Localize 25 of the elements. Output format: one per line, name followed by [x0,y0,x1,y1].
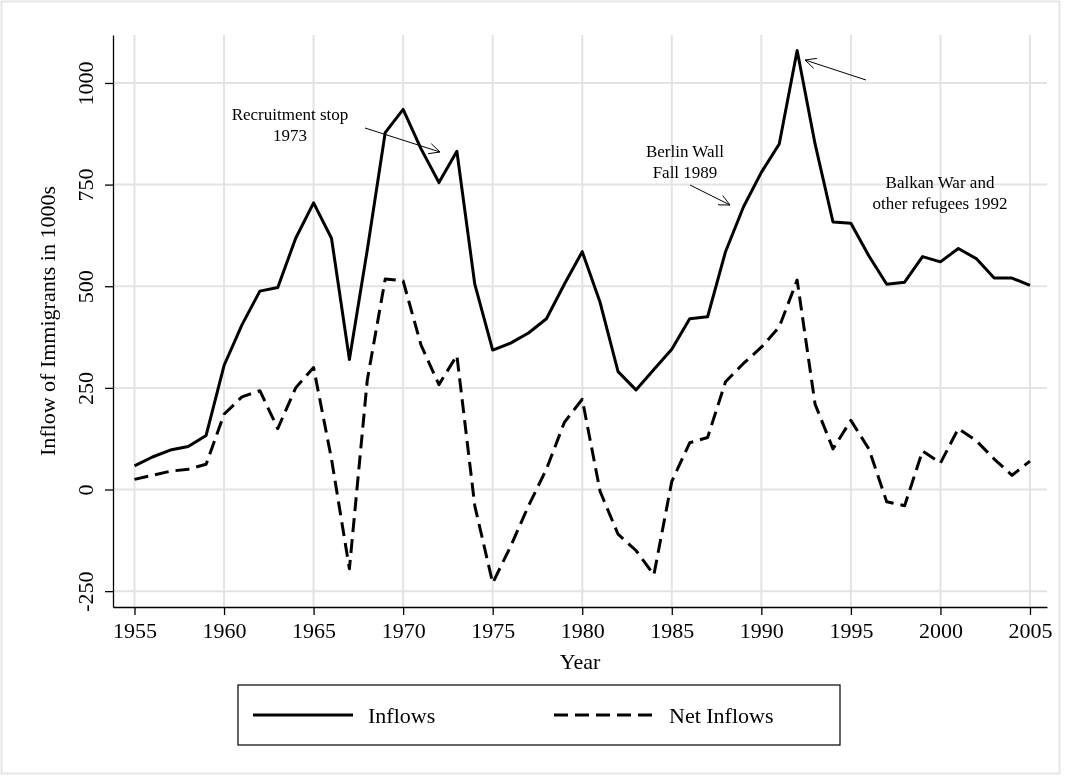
y-tick-label: 0 [73,484,98,496]
y-tick-label: 500 [73,270,98,304]
x-tick-label: 1965 [292,617,337,643]
annotation: Berlin Wall Fall 1989 [645,142,725,182]
x-tick-label: 1990 [739,617,784,643]
x-axis-title: Year [559,649,601,674]
x-tick-label: 1975 [471,617,516,643]
x-tick-label: 1955 [112,617,157,643]
annotation: Recruitment stop 1973 [231,105,349,145]
x-tick-label: 1995 [829,617,874,643]
x-tick-label: 2000 [918,617,963,643]
x-tick-label: 1970 [381,617,426,643]
y-tick-label: -250 [73,571,98,612]
y-axis-title: Inflow of Immigrants in 1000s [35,185,60,457]
x-tick-label: 1985 [650,617,695,643]
y-tick-label: 250 [73,371,98,405]
line-series [132,48,1032,468]
y-tick-label: 750 [73,168,98,202]
legend-label: Net Inflows [669,703,774,728]
x-tick-label: 1960 [202,617,247,643]
legend-label: Inflows [368,703,436,728]
x-tick-label: 1980 [560,617,605,643]
annotation: Balkan War and other refugees 1992 [872,173,1008,213]
x-tick-label: 2005 [1008,617,1053,643]
y-tick-label: 1000 [73,61,98,106]
